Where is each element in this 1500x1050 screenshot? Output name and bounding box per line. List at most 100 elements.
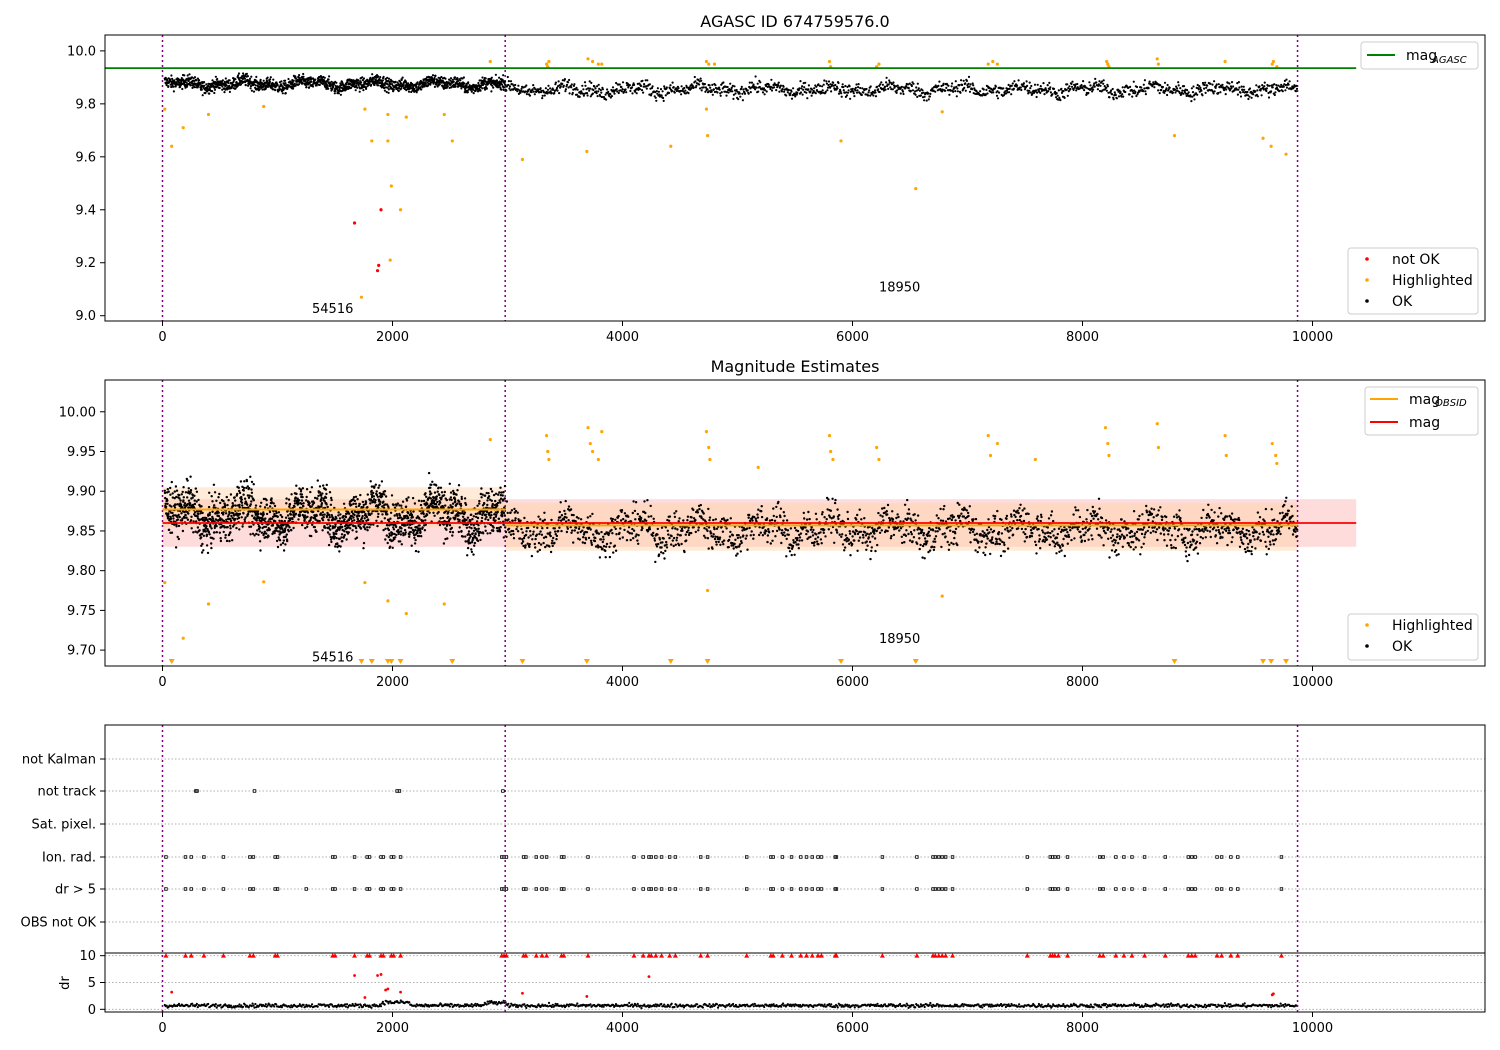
panel-1-ok-point (1112, 98, 1115, 101)
panel-2-ok-point (334, 545, 337, 548)
panel-1-ok-point (671, 89, 674, 92)
panel-1-ok-point (362, 77, 366, 80)
panel-2-ok-point (339, 545, 342, 548)
panel-2-ok-point (450, 526, 453, 530)
panel-1-ok-point (216, 77, 219, 81)
panel-1-ok-point (1190, 100, 1193, 103)
panel-1-ok-point (925, 99, 928, 102)
panel-1-ok-point (601, 88, 605, 91)
panel-1-ok-point (1132, 80, 1135, 83)
panel-2-ok-point (276, 515, 279, 518)
panel-1-ok-point (992, 91, 995, 94)
panel-2-ok-point (489, 487, 493, 491)
panel-1-ok-point (390, 79, 393, 82)
panel-2-ok-point (170, 480, 173, 484)
panel-1-ok-point (654, 96, 657, 99)
panel-1-ok-point (741, 99, 745, 102)
panel-1-ok-point (700, 79, 703, 82)
panel-2-ok-point (190, 515, 193, 518)
panel-1-ok-point (488, 81, 491, 84)
panel-1-ok-point (541, 94, 544, 97)
panel-1-ok-point (279, 88, 282, 91)
panel-1-ok-point (383, 84, 386, 87)
panel-1-ok-point (1117, 95, 1121, 98)
panel-1-ok-point (896, 89, 899, 92)
panel-2-ok-point (361, 515, 364, 518)
panel-1-ok-point (386, 86, 389, 89)
panel-2-ok-point (437, 510, 440, 514)
panel-1-ok-point (909, 89, 913, 92)
panel-1-ok-point (193, 86, 196, 89)
panel-1-ok-point (593, 85, 596, 88)
panel-1-ok-point (445, 86, 448, 89)
panel-1-ok-point (1252, 93, 1255, 96)
panel-1-ok-point (993, 87, 997, 90)
panel-1-ok-point (409, 85, 412, 88)
panel-2-ok-point (449, 496, 453, 499)
panel-1-ok-point (478, 87, 481, 90)
panel-2-ok-point (449, 530, 452, 534)
panel-1-ok-point (811, 88, 814, 91)
panel-2-ok-point (286, 514, 290, 517)
panel-1-ok-point (1254, 90, 1257, 93)
panel-1-ok-point (731, 90, 734, 93)
panel-1-ok-point (938, 80, 941, 83)
panel-1-ok-point (247, 84, 250, 87)
panel-2-ok-point (267, 535, 270, 538)
panel-1-ok-point (466, 91, 469, 94)
panel-1-ok-point (767, 83, 770, 86)
panel-2-ok-point (222, 511, 225, 514)
panel-1-ok-point (573, 83, 576, 86)
panel-1-ok-point (1243, 88, 1246, 91)
panel-2-ok-point (410, 544, 413, 547)
panel-1-ok-point (423, 85, 426, 88)
panel-2-ok-point (242, 489, 245, 492)
panel-2-ok-point (435, 497, 438, 501)
panel-1-ok-point (968, 85, 971, 88)
panel-1-ok-point (1033, 83, 1037, 86)
panel-1-ok-point (1012, 87, 1016, 90)
panel-2-ok-point (419, 503, 423, 507)
panel-2-ok-point (324, 488, 328, 491)
panel-1-ok-point (211, 90, 214, 93)
panel-1-ok-point (857, 83, 860, 86)
panel-2-ok-point (173, 490, 176, 493)
panel-1-ok-point (318, 83, 321, 86)
panel-1-ok-point (779, 84, 783, 87)
panel-2-ok-point (176, 535, 179, 539)
panel-1-ok-point (1209, 82, 1212, 85)
panel-1-highlighted-point (520, 157, 525, 162)
panel-1-ok-point (986, 92, 989, 95)
panel-1-ok-point (810, 94, 813, 97)
panel-2-ok-point (435, 505, 438, 508)
panel-1-ok-point (746, 89, 749, 92)
panel-2-ok-point (233, 517, 237, 521)
panel-2-ok-point (176, 518, 180, 521)
panel-1-ok-point (252, 90, 256, 93)
panel-2-ok-point (316, 497, 319, 500)
panel-2-ok-point (376, 515, 380, 518)
panel-2-ok-point (413, 542, 417, 545)
panel-2-ok-point (495, 526, 499, 530)
panel-1-ok-point (538, 91, 541, 94)
panel-1-ok-point (834, 83, 837, 87)
panel-1-ok-point (824, 90, 827, 93)
panel-1-ok-point (1091, 86, 1094, 89)
panel-1-ok-point (1010, 84, 1013, 87)
panel-1-ok-point (680, 85, 683, 88)
panel-2-ok-point (163, 489, 166, 492)
panel-2-ok-point (457, 484, 461, 487)
panel-1-ok-point (877, 88, 880, 91)
panel-2-ok-point (341, 540, 344, 543)
x-tick-label: 8000 (1066, 330, 1099, 345)
panel-2-ok-point (448, 482, 451, 485)
panel-1-ok-point (494, 73, 497, 76)
panel-1-ok-point (484, 77, 487, 80)
panel-2-ok-point (250, 500, 253, 503)
panel-1-ok-point (665, 86, 668, 89)
panel-1-ok-point (1071, 80, 1074, 83)
panel-1-highlighted-point (386, 112, 390, 117)
panel-1-ok-point (1131, 95, 1134, 98)
panel-2-ok-point (189, 489, 193, 492)
panel-2-ok-point (497, 517, 501, 520)
